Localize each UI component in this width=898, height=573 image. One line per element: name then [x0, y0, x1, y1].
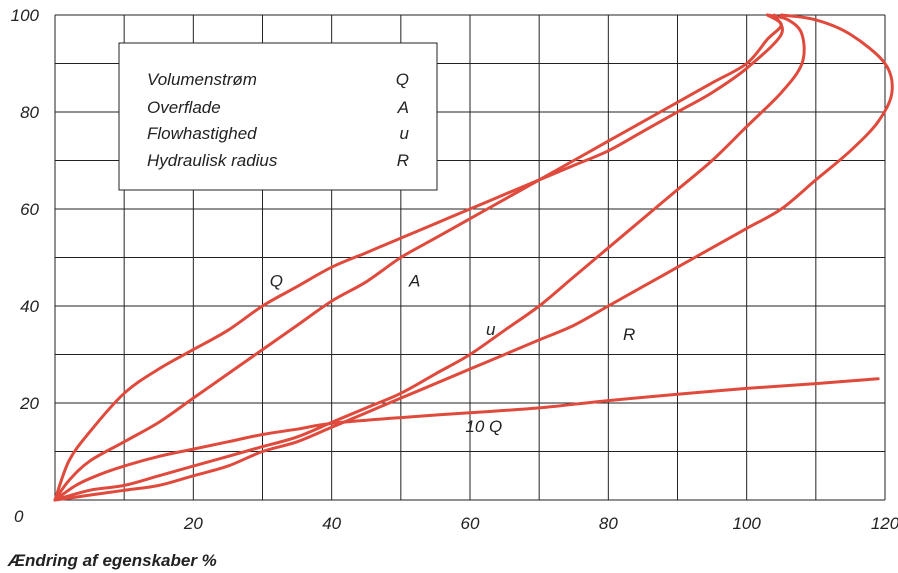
y-tick-label: 0	[14, 507, 24, 526]
y-tick-label: 80	[20, 103, 39, 122]
series-q-line	[53, 13, 784, 502]
y-tick-label: 100	[11, 6, 40, 25]
curve-label: R	[623, 325, 635, 344]
x-tick-label: 80	[599, 514, 618, 533]
curve-label: u	[486, 320, 496, 339]
curve-labels: Q Au R 10 Q	[270, 272, 636, 437]
legend-name: Hydraulisk radius	[147, 151, 278, 170]
series-10q-line	[53, 377, 880, 502]
series-curves	[53, 13, 894, 502]
series-a-line	[53, 13, 783, 502]
legend-name: Overflade	[147, 98, 221, 117]
x-tick-label: 40	[322, 514, 341, 533]
series-r-line	[53, 13, 894, 502]
x-tick-label: 100	[732, 514, 761, 533]
x-tick-label: 20	[183, 514, 203, 533]
legend-box	[118, 42, 438, 191]
x-tick-label: 120	[871, 514, 898, 533]
legend: Volumenstrøm Q Overflade A Flowhastighed…	[118, 42, 438, 191]
curve-label: Q	[270, 272, 283, 291]
legend-symbol: u	[400, 124, 410, 143]
y-tick-label: 60	[20, 200, 39, 219]
x-tick-label: 60	[461, 514, 480, 533]
legend-name: Volumenstrøm	[147, 70, 257, 89]
x-axis-label: Ændring af egenskaber %	[8, 551, 217, 570]
curve-label: A	[408, 272, 420, 291]
series-u-line	[53, 13, 806, 502]
curve-label: 10 Q	[465, 417, 502, 436]
legend-symbol: R	[397, 151, 409, 170]
y-tick-label: 20	[19, 394, 39, 413]
legend-symbol: A	[397, 98, 409, 117]
y-tick-label: 40	[20, 297, 39, 316]
x-axis-ticks: 20 40 60 80 100 120	[183, 514, 898, 533]
legend-symbol: Q	[396, 70, 409, 89]
legend-name: Flowhastighed	[147, 124, 257, 143]
y-axis-ticks: 0 20 40 60 80 100	[11, 6, 40, 526]
